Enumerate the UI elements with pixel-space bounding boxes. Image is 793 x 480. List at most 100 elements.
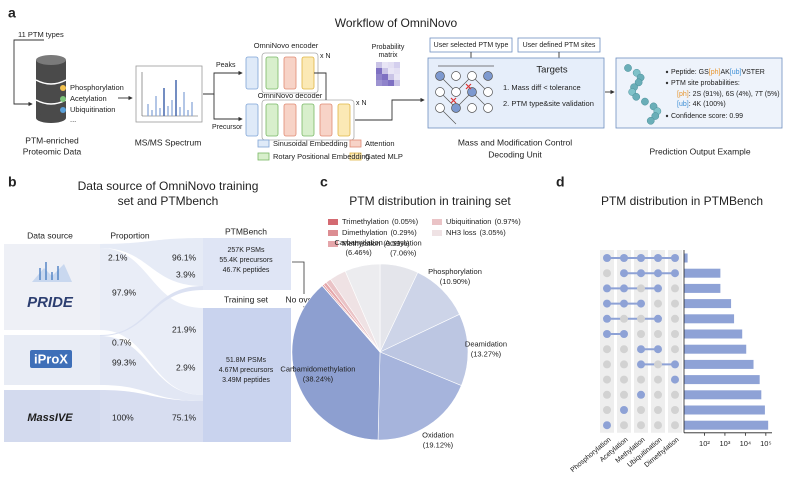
set-dot <box>637 284 645 293</box>
set-dot <box>654 390 662 399</box>
data-label: Proteomic Data <box>23 146 82 156</box>
decoder-frame <box>261 99 355 141</box>
bead <box>624 64 632 72</box>
peptide-line: Peptide: GS[ph]AK[ub]VSTER <box>671 69 765 76</box>
peaks-label: Peaks <box>216 62 236 69</box>
database-icon <box>35 55 67 123</box>
matrix-cell <box>388 68 394 74</box>
decoding-graph-icon <box>435 65 494 125</box>
shape <box>314 72 327 100</box>
set-stripe <box>634 250 648 433</box>
matrix-cell <box>394 62 400 68</box>
set-dot <box>603 390 611 399</box>
legend-label: Dimethylation (0.29%) <box>342 228 417 237</box>
data-label: PTM-enriched <box>25 135 79 145</box>
set-dot <box>671 299 679 308</box>
graph-edges <box>438 65 494 125</box>
panel-label: a <box>8 5 16 21</box>
set-dot <box>603 299 611 308</box>
graph-node <box>451 71 461 81</box>
graph-node <box>483 71 493 81</box>
shape <box>257 152 270 161</box>
set-dot <box>603 345 611 354</box>
set-dot <box>620 299 628 308</box>
bench-stat: 257K PSMs <box>228 247 265 254</box>
graph-node <box>435 103 445 113</box>
arrow <box>213 94 243 122</box>
ub-line: [ub]: 4K (100%) <box>677 101 726 108</box>
slice-label: Oxidation <box>422 431 454 440</box>
ptm-item: Ubiquitination <box>70 105 115 114</box>
unit-label: Mass and Modification Control <box>458 137 572 147</box>
set-dot <box>620 345 628 354</box>
share-label: 99.3% <box>112 357 137 367</box>
slice-label: Phosphorylation <box>428 267 482 276</box>
share-label: 2.9% <box>176 362 196 372</box>
set-dot <box>637 360 645 369</box>
legend-label: Attention <box>365 139 395 148</box>
unit-label: Decoding Unit <box>488 149 542 159</box>
bead <box>634 78 643 87</box>
set-dot <box>603 269 611 278</box>
set-dot <box>603 406 611 414</box>
peptide-part: Peptide: GS <box>671 69 709 76</box>
bar <box>684 375 760 385</box>
output-label: Prediction Output Example <box>649 146 750 156</box>
set-dot <box>620 314 628 323</box>
legend-swatch <box>432 230 442 236</box>
share-label: 100% <box>112 412 134 422</box>
set-stripe <box>668 250 682 433</box>
column-header: Proportion <box>110 230 149 240</box>
x-tick-label: 10² <box>699 439 710 448</box>
share-label: 0.7% <box>112 337 132 347</box>
graph-node <box>451 103 461 113</box>
column-header: PTMBench <box>225 226 267 236</box>
ptm-item: ... <box>70 115 76 124</box>
matrix-cell <box>376 80 382 86</box>
set-dot <box>654 269 662 278</box>
matrix-cell <box>382 80 388 86</box>
set-dot <box>671 360 679 369</box>
shape <box>301 103 315 137</box>
set-dot <box>620 360 628 369</box>
share-label: 3.9% <box>176 269 196 279</box>
ptm-item: Acetylation <box>70 94 107 103</box>
shape <box>100 336 203 401</box>
confidence: Confidence score: 0.99 <box>671 113 743 120</box>
set-dot <box>671 421 679 430</box>
training-stat: 51.8M PSMs <box>226 357 267 364</box>
set-dot <box>620 254 628 262</box>
set-dot <box>671 375 679 384</box>
shape <box>319 103 333 137</box>
output-box <box>615 57 783 129</box>
peptide-part: [ub] <box>730 69 742 76</box>
training-stat: 3.49M peptides <box>222 377 270 384</box>
set-dot <box>671 254 679 262</box>
set-dot <box>654 314 662 323</box>
column-header: Data source <box>27 230 73 240</box>
shape <box>665 81 669 85</box>
share-label: 97.9% <box>112 287 137 297</box>
legend-value: (0.59%) <box>383 239 410 248</box>
matrix-cell <box>382 68 388 74</box>
legend-value: (0.05%) <box>392 217 419 226</box>
slice-value: (38.24%) <box>303 374 334 383</box>
bead <box>651 112 660 120</box>
set-dot <box>620 421 628 430</box>
share-label: 75.1% <box>172 412 197 422</box>
shape <box>265 56 279 90</box>
bench-stat: 46.7K peptides <box>223 267 270 274</box>
bar <box>684 359 754 369</box>
set-dot <box>620 284 628 293</box>
set-dot <box>637 254 645 262</box>
legend-value: (3.05%) <box>479 228 506 237</box>
set-dot <box>637 314 645 323</box>
slice-value: (10.90%) <box>440 277 471 286</box>
set-dot <box>654 360 662 369</box>
pie-slice <box>291 285 381 441</box>
set-dot <box>603 421 611 430</box>
set-dot <box>603 254 611 262</box>
legend-label: Sinusoidal Embedding <box>273 139 348 148</box>
set-dot <box>671 406 679 414</box>
set-dot <box>637 299 645 308</box>
